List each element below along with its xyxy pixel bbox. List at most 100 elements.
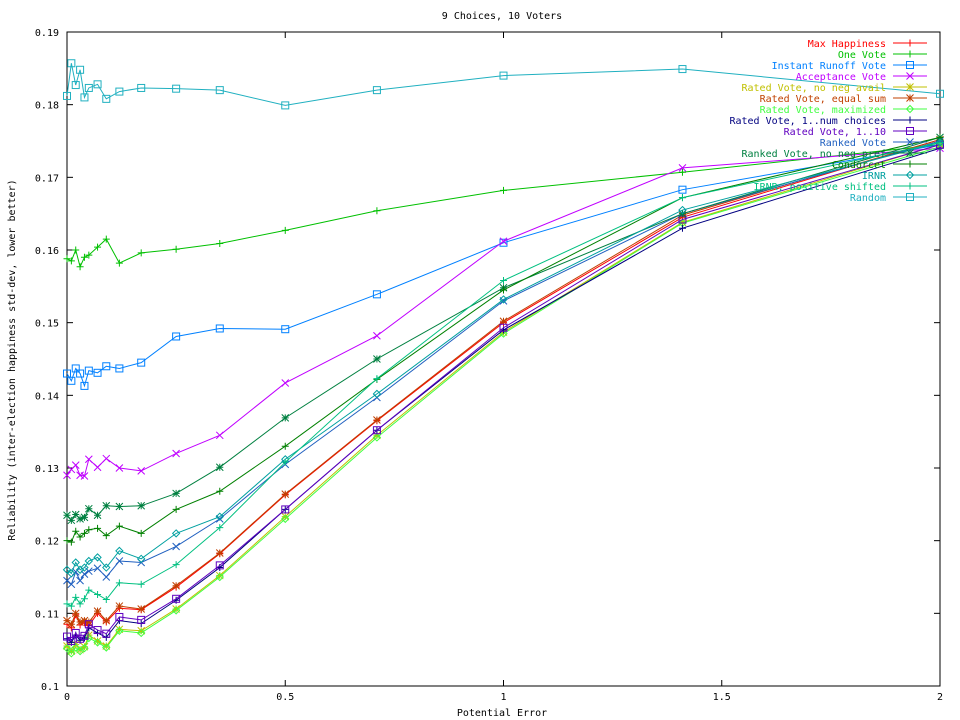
data-point: [76, 369, 85, 378]
x-axis-label: Potential Error: [457, 708, 547, 719]
data-point: [215, 431, 224, 440]
legend-marker: [906, 72, 914, 80]
data-point: [215, 515, 224, 523]
data-point: [137, 605, 146, 613]
data-point: [373, 416, 381, 424]
data-point: [63, 600, 71, 608]
data-point: [115, 364, 124, 373]
legend-marker: [906, 160, 914, 168]
data-point: [500, 186, 507, 194]
series-line: [66, 147, 941, 644]
series-line: [66, 146, 941, 655]
legend-marker: [906, 61, 914, 69]
data-point: [137, 580, 145, 588]
data-point: [172, 332, 181, 341]
legend-label: Ranked Vote: [820, 138, 886, 149]
legend-marker: [905, 170, 915, 180]
data-point: [172, 489, 180, 498]
data-point: [80, 616, 89, 625]
data-point: [281, 512, 290, 521]
data-point: [172, 245, 180, 253]
data-point: [80, 93, 89, 102]
data-point: [372, 426, 381, 435]
data-point: [373, 375, 381, 383]
data-point: [172, 594, 181, 603]
data-point: [215, 561, 224, 570]
legend-marker: [906, 50, 914, 58]
legend-label: Condorcet: [832, 160, 886, 171]
data-point: [115, 464, 124, 472]
data-point: [94, 243, 102, 251]
data-point: [172, 505, 180, 513]
data-point: [72, 246, 80, 254]
series-line: [66, 144, 941, 642]
data-point: [80, 513, 89, 522]
data-point: [102, 501, 111, 510]
data-point: [85, 526, 93, 534]
data-point: [281, 514, 290, 524]
y-tick-label: 0.13: [35, 464, 59, 475]
data-point: [84, 633, 94, 643]
data-point: [67, 647, 76, 655]
data-point: [71, 510, 80, 519]
data-point: [84, 504, 93, 513]
data-point: [71, 364, 80, 373]
series-12: [62, 138, 945, 578]
series-5: [63, 135, 944, 629]
data-point: [62, 565, 72, 574]
legend-marker: [905, 104, 915, 114]
data-point: [84, 83, 93, 92]
legend-marker: [906, 94, 914, 102]
data-point: [102, 629, 111, 638]
data-point: [678, 194, 686, 202]
data-point: [76, 576, 84, 585]
data-point: [115, 626, 124, 635]
data-point: [678, 65, 687, 74]
data-point: [215, 572, 224, 582]
legend-label: Random: [850, 193, 886, 204]
data-point: [71, 609, 80, 618]
legend-label: Max Happiness: [808, 39, 886, 50]
data-point: [63, 471, 71, 480]
series-14: [63, 59, 944, 110]
legend-marker: [906, 39, 914, 47]
legend-label: One Vote: [838, 50, 886, 61]
data-point: [215, 512, 224, 521]
data-point: [499, 317, 508, 326]
legend-label: IRNR: [862, 171, 887, 182]
data-point: [72, 527, 80, 535]
data-point: [63, 642, 71, 650]
data-point: [137, 358, 146, 367]
data-point: [215, 571, 224, 580]
data-point: [678, 224, 686, 232]
legend-marker: [906, 182, 914, 190]
legend-label: Rated Vote, maximized: [760, 105, 886, 116]
data-point: [115, 259, 123, 267]
data-point: [63, 616, 71, 625]
data-point: [372, 86, 381, 95]
data-point: [63, 255, 71, 263]
series-1: [63, 141, 944, 271]
data-point: [80, 563, 89, 572]
y-tick-label: 0.15: [35, 319, 59, 330]
data-point: [85, 586, 93, 594]
legend-label: Acceptance Vote: [796, 72, 886, 83]
y-tick-label: 0.18: [35, 101, 59, 112]
data-point: [93, 80, 102, 89]
data-point: [84, 366, 93, 375]
data-point: [76, 515, 84, 523]
data-point: [102, 362, 111, 371]
data-point: [215, 324, 224, 333]
series-0: [63, 136, 944, 632]
data-point: [115, 87, 124, 96]
data-point: [76, 634, 85, 643]
data-point: [172, 561, 180, 569]
data-point: [67, 602, 75, 610]
data-point: [373, 207, 381, 215]
data-point: [93, 553, 102, 562]
data-point: [63, 576, 71, 585]
axis-ticks: 0.1 0.11 0.12 0.13 0.14 0.15 0.16 0.17 0.18 0.19 0…: [35, 28, 943, 703]
data-point: [80, 472, 89, 480]
series-9: [63, 137, 944, 589]
data-point: [102, 532, 110, 540]
